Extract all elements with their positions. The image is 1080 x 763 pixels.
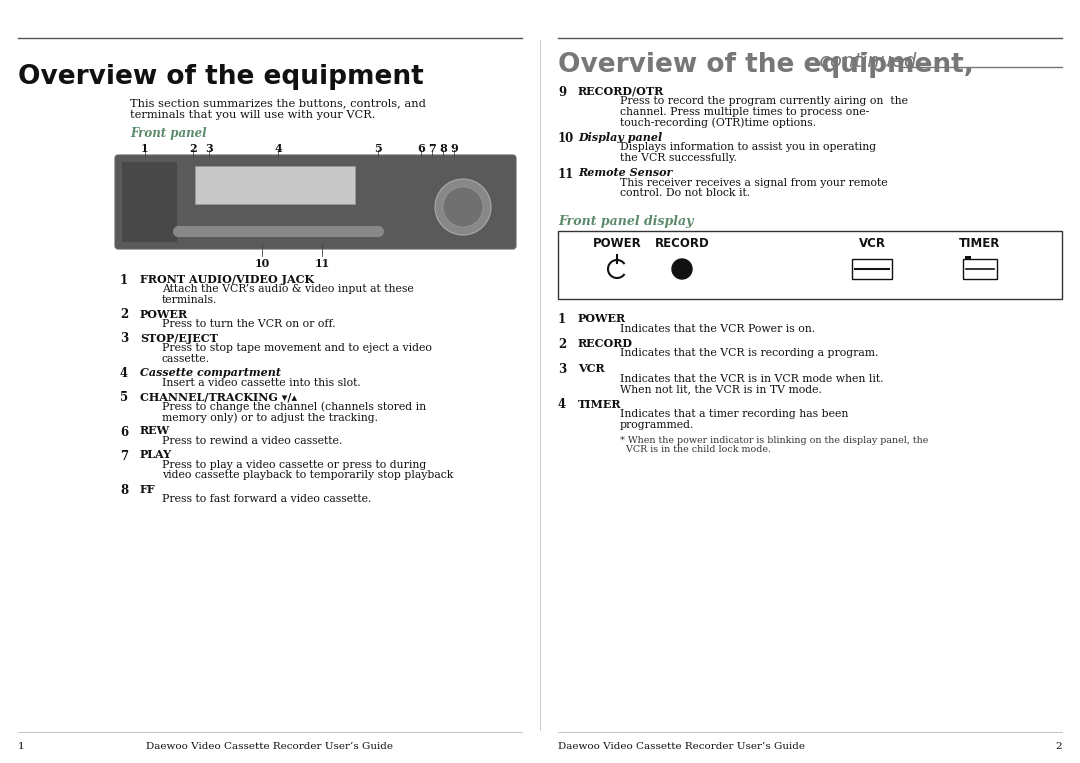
Text: Daewoo Video Cassette Recorder User’s Guide: Daewoo Video Cassette Recorder User’s Gu…: [147, 742, 393, 751]
Text: RECORD: RECORD: [654, 237, 710, 250]
Text: VCR is in the child lock mode.: VCR is in the child lock mode.: [620, 445, 771, 454]
Text: 3: 3: [205, 143, 213, 154]
Text: VCR: VCR: [859, 237, 886, 250]
Text: video cassette playback to temporarily stop playback: video cassette playback to temporarily s…: [162, 471, 454, 481]
Text: Press to change the channel (channels stored in: Press to change the channel (channels st…: [162, 401, 427, 412]
Text: terminals.: terminals.: [162, 295, 217, 305]
Text: 9: 9: [558, 86, 566, 99]
Text: Front panel display: Front panel display: [558, 215, 693, 228]
Text: CHANNEL/TRACKING ▾/▴: CHANNEL/TRACKING ▾/▴: [140, 391, 297, 402]
Text: Insert a video cassette into this slot.: Insert a video cassette into this slot.: [162, 378, 361, 388]
Text: RECORD: RECORD: [578, 338, 633, 349]
Text: Cassette compartment: Cassette compartment: [140, 367, 281, 378]
Text: Press to record the program currently airing on  the: Press to record the program currently ai…: [620, 96, 908, 107]
Text: 1: 1: [120, 274, 129, 287]
Text: 2: 2: [189, 143, 197, 154]
Text: 10: 10: [255, 258, 270, 269]
Text: Overview of the equipment: Overview of the equipment: [18, 64, 423, 90]
Text: Press to stop tape movement and to eject a video: Press to stop tape movement and to eject…: [162, 343, 432, 353]
Text: This receiver receives a signal from your remote: This receiver receives a signal from you…: [620, 178, 888, 188]
Text: Display panel: Display panel: [578, 132, 662, 143]
Text: Press to turn the VCR on or off.: Press to turn the VCR on or off.: [162, 319, 336, 329]
Text: 1: 1: [18, 742, 25, 751]
Text: Indicates that the VCR is recording a program.: Indicates that the VCR is recording a pr…: [620, 349, 878, 359]
Text: VCR: VCR: [578, 363, 605, 374]
Text: touch-recording (OTR)time options.: touch-recording (OTR)time options.: [620, 118, 816, 128]
Text: 9: 9: [450, 143, 458, 154]
Bar: [966, 256, 971, 259]
Text: Remote Sensor: Remote Sensor: [578, 168, 673, 179]
Text: POWER: POWER: [140, 308, 188, 320]
Text: 6: 6: [417, 143, 424, 154]
Circle shape: [672, 259, 692, 279]
Text: Press to rewind a video cassette.: Press to rewind a video cassette.: [162, 436, 342, 446]
Text: the VCR successfully.: the VCR successfully.: [620, 153, 737, 163]
Text: This section summarizes the buttons, controls, and: This section summarizes the buttons, con…: [130, 98, 426, 108]
Text: Indicates that a timer recording has been: Indicates that a timer recording has bee…: [620, 409, 849, 419]
Text: 5: 5: [120, 391, 129, 404]
Bar: [558, 231, 1062, 299]
FancyBboxPatch shape: [114, 155, 516, 249]
Text: POWER: POWER: [593, 237, 642, 250]
Text: PLAY: PLAY: [140, 449, 172, 461]
Text: TIMER: TIMER: [959, 237, 1001, 250]
Text: 11: 11: [558, 168, 575, 181]
Text: 6: 6: [120, 426, 129, 439]
Text: terminals that you will use with your VCR.: terminals that you will use with your VC…: [130, 110, 376, 120]
Text: 2: 2: [558, 338, 566, 351]
Text: memory only) or to adjust the tracking.: memory only) or to adjust the tracking.: [162, 412, 378, 423]
Text: 1: 1: [141, 143, 149, 154]
Text: FF: FF: [140, 484, 156, 495]
Bar: [195, 166, 355, 204]
Text: Front panel: Front panel: [130, 127, 206, 140]
Text: Press to play a video cassette or press to during: Press to play a video cassette or press …: [162, 460, 427, 470]
Text: Overview of the equipment,: Overview of the equipment,: [558, 52, 974, 78]
Text: cassette.: cassette.: [162, 353, 210, 363]
Bar: [122, 162, 177, 242]
Circle shape: [435, 179, 491, 235]
Text: 1: 1: [558, 313, 566, 326]
Text: 2: 2: [120, 308, 129, 321]
Bar: [963, 259, 997, 279]
Text: programmed.: programmed.: [620, 420, 694, 430]
Text: Indicates that the VCR Power is on.: Indicates that the VCR Power is on.: [620, 324, 815, 333]
Text: STOP/EJECT: STOP/EJECT: [140, 333, 218, 343]
Text: 5: 5: [374, 143, 382, 154]
Text: control. Do not block it.: control. Do not block it.: [620, 188, 751, 198]
Text: 4: 4: [558, 398, 566, 411]
Text: 4: 4: [120, 367, 129, 380]
Text: channel. Press multiple times to process one-: channel. Press multiple times to process…: [620, 107, 869, 117]
Text: 3: 3: [120, 333, 129, 346]
Text: POWER: POWER: [578, 313, 626, 324]
Text: Indicates that the VCR is in VCR mode when lit.: Indicates that the VCR is in VCR mode wh…: [620, 374, 883, 384]
Text: 11: 11: [314, 258, 329, 269]
Text: FRONT AUDIO/VIDEO JACK: FRONT AUDIO/VIDEO JACK: [140, 274, 314, 285]
Text: 3: 3: [558, 363, 566, 376]
Text: 10: 10: [558, 132, 575, 145]
Text: 2: 2: [1055, 742, 1062, 751]
Text: continued: continued: [813, 52, 916, 71]
Text: 7: 7: [120, 449, 129, 462]
Text: Attach the VCR’s audio & video input at these: Attach the VCR’s audio & video input at …: [162, 285, 414, 295]
Text: TIMER: TIMER: [578, 398, 621, 410]
Text: 8: 8: [440, 143, 447, 154]
Text: RECORD/OTR: RECORD/OTR: [578, 86, 664, 97]
Bar: [852, 259, 892, 279]
Text: * When the power indicator is blinking on the display panel, the: * When the power indicator is blinking o…: [620, 436, 929, 445]
Text: Daewoo Video Cassette Recorder User’s Guide: Daewoo Video Cassette Recorder User’s Gu…: [558, 742, 805, 751]
Text: Displays information to assist you in operating: Displays information to assist you in op…: [620, 143, 876, 153]
Text: 4: 4: [274, 143, 282, 154]
Text: 7: 7: [428, 143, 436, 154]
Text: When not lit, the VCR is in TV mode.: When not lit, the VCR is in TV mode.: [620, 384, 822, 394]
Text: REW: REW: [140, 426, 171, 436]
Text: Press to fast forward a video cassette.: Press to fast forward a video cassette.: [162, 494, 372, 504]
Circle shape: [443, 187, 483, 227]
Text: 8: 8: [120, 484, 129, 497]
